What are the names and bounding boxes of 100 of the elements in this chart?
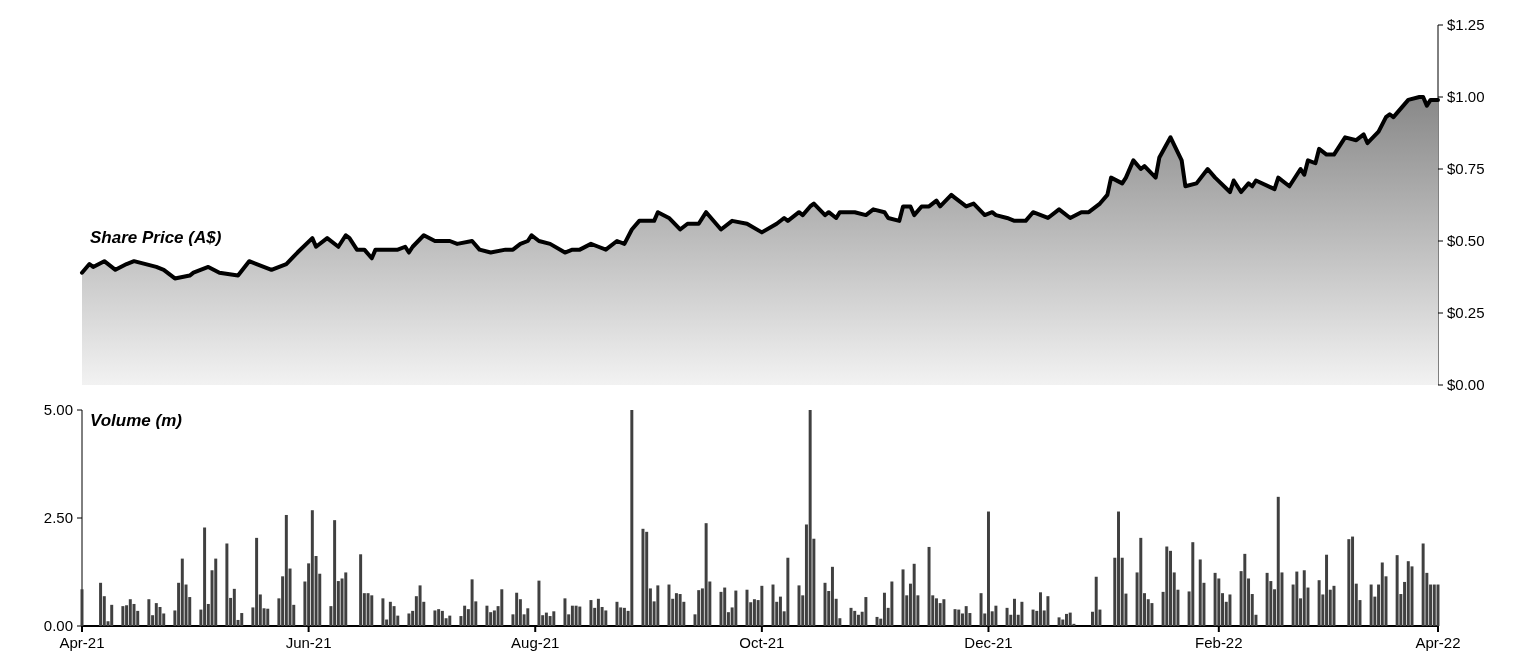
bar bbox=[723, 587, 727, 626]
bar bbox=[890, 581, 894, 626]
bar bbox=[808, 410, 812, 626]
bar bbox=[901, 569, 905, 626]
bar bbox=[407, 613, 411, 626]
bar bbox=[953, 609, 957, 626]
bar bbox=[110, 604, 114, 626]
bar bbox=[596, 598, 600, 626]
bar bbox=[1065, 613, 1068, 626]
bar bbox=[882, 592, 886, 626]
bar bbox=[1380, 562, 1384, 626]
bar bbox=[1031, 609, 1035, 626]
bar bbox=[986, 511, 990, 626]
bar bbox=[440, 610, 444, 626]
bar bbox=[515, 592, 519, 626]
y-tick-label: $1.00 bbox=[1447, 88, 1485, 106]
bar bbox=[1191, 542, 1195, 626]
bar bbox=[418, 585, 422, 626]
bar bbox=[121, 606, 125, 626]
y-axis-title: Volume (m) bbox=[90, 411, 183, 430]
bar bbox=[589, 600, 593, 626]
bar bbox=[697, 590, 701, 626]
bar bbox=[225, 543, 229, 626]
bar bbox=[366, 593, 370, 626]
bar bbox=[99, 582, 103, 626]
y-tick-label: 2.50 bbox=[43, 509, 73, 527]
bar bbox=[1165, 546, 1169, 626]
bar bbox=[912, 563, 916, 626]
bar bbox=[333, 520, 337, 626]
bar bbox=[154, 603, 158, 626]
bar bbox=[448, 615, 452, 626]
bar bbox=[392, 606, 396, 626]
bar bbox=[875, 616, 879, 626]
bar bbox=[778, 596, 782, 626]
bar bbox=[1150, 603, 1154, 626]
x-tick-label: Feb-22 bbox=[1195, 634, 1243, 651]
bar bbox=[158, 606, 162, 626]
bar bbox=[656, 585, 660, 626]
bar bbox=[1369, 584, 1373, 626]
bar bbox=[1347, 539, 1351, 626]
x-tick-label: Apr-21 bbox=[59, 634, 105, 651]
bar bbox=[604, 610, 608, 626]
bar bbox=[433, 610, 437, 626]
bar bbox=[563, 598, 567, 626]
bar bbox=[370, 595, 374, 626]
bar bbox=[979, 593, 983, 626]
bar bbox=[1228, 594, 1232, 626]
bar bbox=[284, 514, 288, 626]
y-tick-label: $0.75 bbox=[1447, 160, 1485, 178]
bar bbox=[344, 572, 348, 626]
bar bbox=[1295, 571, 1299, 626]
bar bbox=[1302, 570, 1306, 626]
bar bbox=[1332, 585, 1336, 626]
bar bbox=[1421, 543, 1425, 626]
bar bbox=[537, 580, 541, 626]
bar bbox=[437, 609, 441, 626]
x-tick-label: Oct-21 bbox=[739, 634, 785, 651]
bar bbox=[1005, 607, 1009, 626]
y-tick-label: $1.25 bbox=[1447, 16, 1485, 34]
bar bbox=[645, 531, 649, 626]
bar bbox=[1351, 536, 1355, 626]
bar bbox=[500, 589, 504, 626]
bar bbox=[552, 611, 556, 626]
bar bbox=[463, 605, 467, 626]
bar bbox=[1317, 580, 1321, 626]
bar bbox=[674, 593, 678, 626]
bar bbox=[615, 601, 619, 626]
bar bbox=[128, 599, 132, 626]
bar bbox=[856, 614, 860, 626]
bar bbox=[147, 599, 151, 626]
bar bbox=[667, 584, 671, 626]
bar bbox=[752, 599, 756, 626]
bar bbox=[1020, 601, 1024, 626]
bar bbox=[1395, 555, 1399, 626]
y-tick-label: $0.00 bbox=[1447, 376, 1485, 394]
bar bbox=[849, 607, 853, 626]
bar bbox=[570, 605, 574, 626]
bar bbox=[485, 605, 489, 626]
bar bbox=[786, 557, 790, 626]
x-tick-label: Dec-21 bbox=[964, 634, 1013, 651]
bar bbox=[526, 608, 530, 626]
x-tick-label: Aug-21 bbox=[511, 634, 560, 651]
bar bbox=[678, 594, 682, 626]
bar bbox=[214, 558, 218, 626]
bar bbox=[1039, 592, 1042, 626]
bar bbox=[1213, 572, 1217, 626]
bar bbox=[574, 605, 578, 626]
bar bbox=[994, 605, 998, 626]
bar bbox=[544, 612, 548, 626]
bar bbox=[470, 579, 474, 626]
x-tick-label: Jun-21 bbox=[285, 634, 332, 651]
bar bbox=[1243, 553, 1247, 626]
bar bbox=[734, 590, 738, 626]
bar bbox=[492, 610, 496, 626]
bar bbox=[1276, 496, 1280, 626]
y-axis-title: Share Price (A$) bbox=[90, 227, 222, 247]
bar bbox=[622, 607, 626, 626]
y-tick-label: $0.50 bbox=[1447, 232, 1485, 250]
bar bbox=[1057, 617, 1061, 626]
bar bbox=[853, 610, 857, 626]
